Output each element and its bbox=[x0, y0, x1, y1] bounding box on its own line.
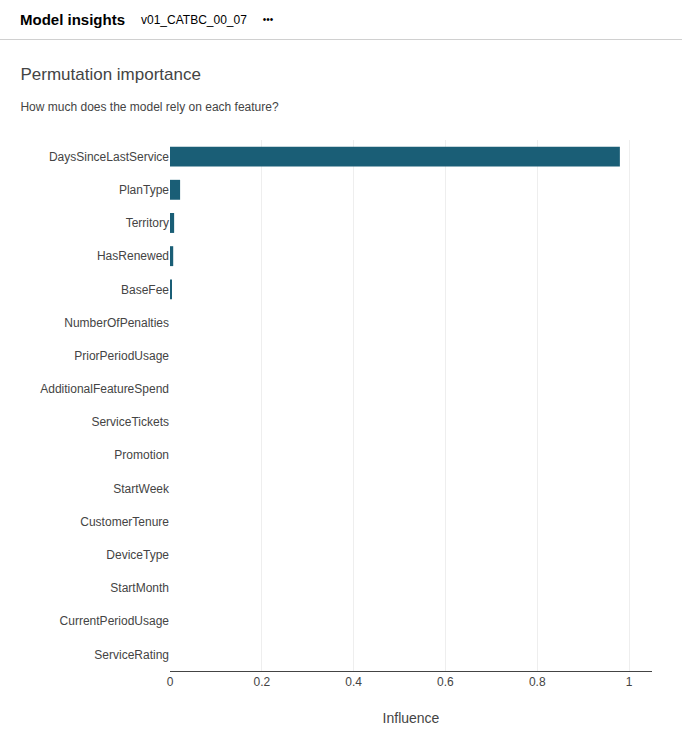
svg-text:DeviceType: DeviceType bbox=[106, 548, 169, 562]
html-text:v01_CATBC_00_07: v01_CATBC_00_07 bbox=[141, 12, 247, 27]
svg-text:0.4: 0.4 bbox=[345, 675, 362, 689]
svg-text:PriorPeriodUsage: PriorPeriodUsage bbox=[74, 349, 169, 363]
svg-text:BaseFee: BaseFee bbox=[121, 283, 169, 297]
svg-text:How much does the model rely o: How much does the model rely on each fea… bbox=[20, 100, 278, 114]
svg-text:CurrentPeriodUsage: CurrentPeriodUsage bbox=[60, 614, 170, 628]
svg-text:DaysSinceLastService: DaysSinceLastService bbox=[49, 150, 169, 164]
svg-text:Territory: Territory bbox=[126, 216, 169, 230]
svg-text:Promotion: Promotion bbox=[114, 448, 169, 462]
svg-text:HasRenewed: HasRenewed bbox=[97, 249, 169, 263]
svg-text:Influence: Influence bbox=[383, 710, 440, 726]
svg-text:0.8: 0.8 bbox=[529, 675, 546, 689]
svg-text:AdditionalFeatureSpend: AdditionalFeatureSpend bbox=[40, 382, 169, 396]
svg-text:0.2: 0.2 bbox=[253, 675, 270, 689]
svg-text:CustomerTenure: CustomerTenure bbox=[80, 515, 169, 529]
svg-text:PlanType: PlanType bbox=[119, 183, 169, 197]
svg-text:StartWeek: StartWeek bbox=[113, 482, 170, 496]
svg-text:0: 0 bbox=[167, 675, 174, 689]
svg-text:StartMonth: StartMonth bbox=[110, 581, 169, 595]
svg-text:ServiceRating: ServiceRating bbox=[94, 648, 169, 662]
svg-text:NumberOfPenalties: NumberOfPenalties bbox=[64, 316, 169, 330]
svg-text:ServiceTickets: ServiceTickets bbox=[91, 415, 169, 429]
svg-text:0.6: 0.6 bbox=[437, 675, 454, 689]
html-text:Model insights: Model insights bbox=[20, 11, 125, 28]
svg-text:1: 1 bbox=[626, 675, 633, 689]
svg-text:Permutation importance: Permutation importance bbox=[20, 65, 200, 84]
